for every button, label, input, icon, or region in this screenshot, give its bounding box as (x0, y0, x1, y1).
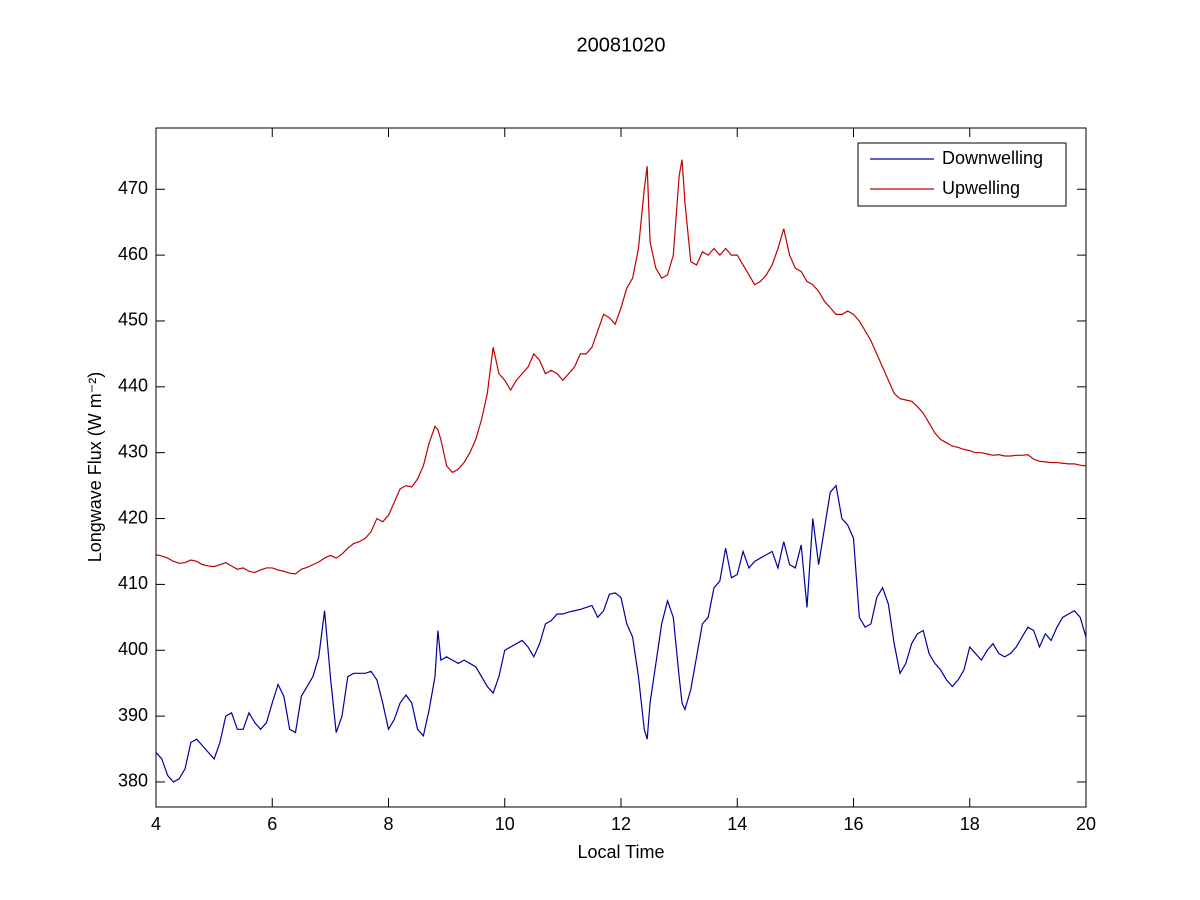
series-line (155, 484, 1087, 783)
x-tick-label: 16 (843, 814, 863, 834)
y-tick-label: 430 (118, 441, 148, 461)
chart-title: 20081020 (577, 34, 666, 56)
y-tick-label: 380 (118, 771, 148, 791)
x-tick-label: 18 (960, 814, 980, 834)
x-tick-label: 6 (267, 814, 277, 834)
legend-label: Upwelling (942, 178, 1020, 198)
y-tick-label: 440 (118, 376, 148, 396)
y-tick-label: 420 (118, 507, 148, 527)
y-tick-label: 470 (118, 178, 148, 198)
x-tick-label: 4 (151, 814, 161, 834)
x-tick-label: 12 (611, 814, 631, 834)
x-tick-label: 20 (1076, 814, 1096, 834)
y-tick-label: 450 (118, 310, 148, 330)
plot-area (155, 127, 1087, 808)
x-tick-label: 14 (727, 814, 747, 834)
legend-box (857, 142, 1067, 207)
legend-label: Downwelling (942, 148, 1043, 168)
x-axis-label: Local Time (577, 842, 664, 862)
x-tick-label: 8 (383, 814, 393, 834)
x-tick-label: 10 (495, 814, 515, 834)
series-line (155, 159, 1087, 575)
y-axis-label: Longwave Flux (W m⁻²) (85, 372, 105, 563)
y-tick-label: 460 (118, 244, 148, 264)
y-tick-label: 390 (118, 705, 148, 725)
y-tick-label: 400 (118, 639, 148, 659)
y-tick-label: 410 (118, 573, 148, 593)
